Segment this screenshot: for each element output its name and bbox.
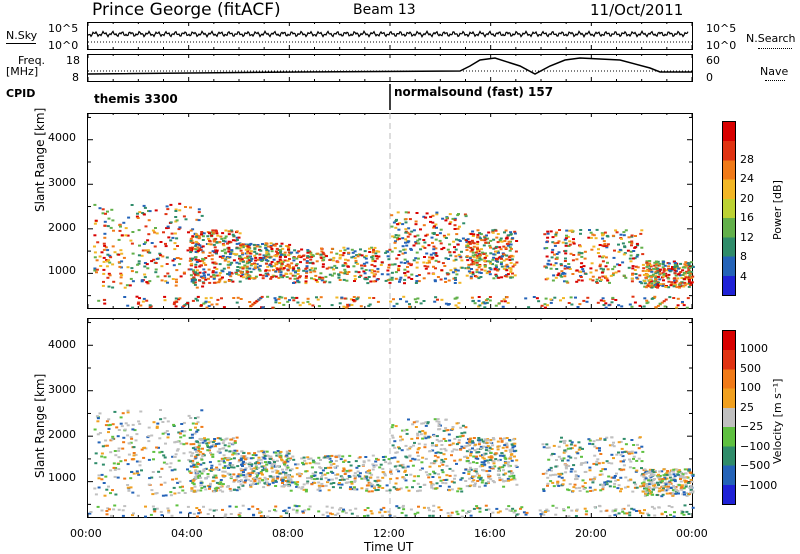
x-tick-6: 00:00 — [676, 527, 708, 540]
power-y-tick-2000: 2000 — [48, 221, 76, 234]
beam-title: Beam 13 — [353, 2, 416, 18]
noise-right-tick-top: 10^5 — [706, 22, 737, 35]
freq-left-tick-bottom: 8 — [72, 71, 79, 84]
cpid-mode-2: normalsound (fast) 157 — [394, 85, 554, 99]
freq-left-tick-top: 18 — [66, 54, 80, 67]
colorbar-tick: 12 — [740, 230, 754, 244]
noise-sky-trace — [87, 29, 689, 39]
freq-right-legend-line — [765, 80, 785, 81]
noise-left-legend-line — [6, 43, 36, 44]
colorbar-tick: 24 — [740, 172, 754, 186]
noise-right-label: N.Search — [746, 32, 796, 45]
colorbar-tick: 28 — [740, 152, 754, 166]
x-tick-1: 04:00 — [171, 527, 203, 540]
date-title: 11/Oct/2011 — [590, 1, 684, 19]
x-tick-0: 00:00 — [70, 527, 102, 540]
colorbar-tick: 25 — [740, 400, 754, 414]
velocity-y-tick-2000: 2000 — [48, 428, 76, 441]
station-title: Prince George (fitACF) — [92, 0, 281, 20]
freq-right-tick-top: 60 — [706, 54, 720, 67]
cpid-label: CPID — [6, 87, 36, 100]
colorbar-tick: 1000 — [740, 342, 768, 356]
colorbar-tick: 16 — [740, 211, 754, 225]
power-y-tick-3000: 3000 — [48, 176, 76, 189]
freq-right-tick-bottom: 0 — [706, 71, 713, 84]
velocity-colorbar — [722, 330, 736, 505]
colorbar-tick: 4 — [740, 269, 747, 283]
colorbar-tick: 500 — [740, 361, 761, 375]
x-tick-3: 12:00 — [373, 527, 405, 540]
colorbar-tick: 20 — [740, 191, 754, 205]
noise-right-legend-line — [758, 48, 792, 49]
colorbar-tick: −500 — [740, 459, 771, 473]
freq-right-label: Nave — [760, 65, 789, 78]
x-axis-label: Time UT — [364, 540, 414, 554]
power-y-tick-4000: 4000 — [48, 131, 76, 144]
velocity-y-tick-4000: 4000 — [48, 338, 76, 351]
freq-left-label-1: Freq. — [18, 54, 46, 67]
velocity-y-tick-1000: 1000 — [48, 471, 76, 484]
colorbar-tick: −100 — [740, 439, 771, 453]
freq-left-label-2: [MHz] — [6, 65, 39, 78]
noise-left-tick-bottom: 10^0 — [48, 39, 79, 52]
power-scatter — [93, 202, 695, 309]
velocity-scatter — [88, 409, 695, 518]
freq-trace — [87, 57, 692, 75]
noise-left-tick-top: 10^5 — [48, 22, 79, 35]
velocity-y-tick-3000: 3000 — [48, 383, 76, 396]
noise-right-tick-bottom: 10^0 — [706, 39, 737, 52]
x-tick-5: 20:00 — [575, 527, 607, 540]
power-y-tick-1000: 1000 — [48, 264, 76, 277]
colorbar-tick: 8 — [740, 250, 747, 264]
cpid-mode-1: themis 3300 — [94, 92, 178, 106]
colorbar-tick: 100 — [740, 381, 761, 395]
colorbar-tick: −25 — [740, 420, 764, 434]
colorbar-tick: −1000 — [740, 478, 778, 492]
power-colorbar — [722, 121, 736, 296]
noise-left-label: N.Sky — [6, 29, 38, 42]
x-tick-2: 08:00 — [272, 527, 304, 540]
x-tick-4: 16:00 — [474, 527, 506, 540]
